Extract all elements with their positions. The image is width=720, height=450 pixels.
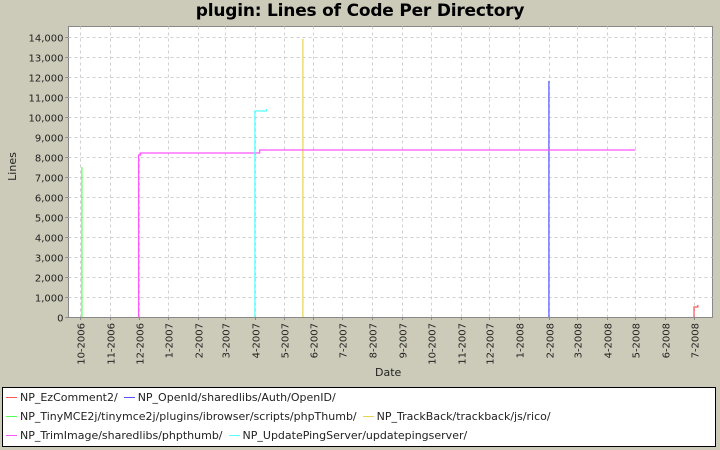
y-tick-label: 12,000 — [29, 74, 64, 85]
x-tick-label: 5-2007 — [281, 323, 292, 358]
legend-swatch-icon — [362, 416, 374, 417]
x-tick-label: 3-2007 — [222, 323, 233, 358]
x-tick-label: 11-2006 — [107, 323, 118, 365]
x-tick-label: 3-2008 — [574, 323, 585, 358]
legend-item: NP_TrackBack/trackback/js/rico/ — [362, 410, 551, 423]
y-tick-label: 13,000 — [29, 54, 64, 65]
y-tick-label: 3,000 — [35, 254, 64, 265]
legend-row: NP_TrimImage/sharedlibs/phpthumb/ NP_Upd… — [6, 429, 473, 442]
legend-item: NP_TinyMCE2j/tinymce2j/plugins/ibrowser/… — [6, 410, 357, 423]
legend-item: NP_EzComment2/ — [6, 391, 118, 404]
legend-item: NP_OpenId/sharedlibs/Auth/OpenID/ — [123, 391, 336, 404]
x-tick-label: 12-2007 — [486, 323, 497, 365]
x-tick-label: 5-2008 — [632, 323, 643, 358]
x-axis-label: Date — [375, 366, 402, 379]
y-tick-label: 11,000 — [29, 94, 64, 105]
x-tick-label: 1-2008 — [516, 323, 527, 358]
x-tick-label: 7-2007 — [339, 323, 350, 358]
x-tick-label: 6-2007 — [310, 323, 321, 358]
chart-title: plugin: Lines of Code Per Directory — [195, 1, 525, 21]
series-line — [254, 109, 267, 317]
y-tick-label: 9,000 — [35, 134, 64, 145]
legend: NP_EzComment2/ NP_OpenId/sharedlibs/Auth… — [2, 387, 716, 447]
legend-item: NP_UpdatePingServer/updatepingserver/ — [228, 429, 467, 442]
x-tick-label: 10-2007 — [428, 323, 439, 365]
y-tick-label: 8,000 — [35, 154, 64, 165]
legend-swatch-icon — [6, 416, 17, 417]
legend-swatch-icon — [6, 397, 17, 398]
legend-swatch-icon — [228, 435, 240, 436]
y-tick-label: 14,000 — [29, 34, 64, 45]
x-tick-label: 2-2008 — [546, 323, 557, 358]
series-line — [138, 149, 636, 317]
series-line — [693, 305, 699, 317]
legend-row: NP_EzComment2/ NP_OpenId/sharedlibs/Auth… — [6, 391, 342, 404]
x-tick-label: 12-2006 — [136, 323, 147, 365]
x-tick-label: 2-2007 — [195, 323, 206, 358]
y-tick-label: 4,000 — [35, 234, 64, 245]
x-tick-label: 7-2008 — [691, 323, 702, 358]
y-tick-label: 1,000 — [35, 294, 64, 305]
y-tick-label: 6,000 — [35, 194, 64, 205]
x-tick-label: 4-2007 — [252, 323, 263, 358]
y-tick-label: 2,000 — [35, 274, 64, 285]
legend-swatch-icon — [6, 435, 17, 436]
y-tick-label: 5,000 — [35, 214, 64, 225]
x-tick-label: 1-2007 — [165, 323, 176, 358]
x-tick-label: 6-2008 — [662, 323, 673, 358]
legend-row: NP_TinyMCE2j/tinymce2j/plugins/ibrowser/… — [6, 410, 557, 423]
legend-item: NP_TrimImage/sharedlibs/phpthumb/ — [6, 429, 223, 442]
y-tick-label: 7,000 — [35, 174, 64, 185]
x-tick-label: 4-2008 — [604, 323, 615, 358]
x-tick-label: 9-2007 — [399, 323, 410, 358]
x-tick-label: 8-2007 — [369, 323, 380, 358]
legend-swatch-icon — [123, 397, 135, 398]
x-tick-label: 11-2007 — [458, 323, 469, 365]
plot: 0 1,000 2,000 3,000 4,000 5,000 6,000 7,000 8,00… — [29, 26, 713, 365]
y-tick-label: 0 — [57, 314, 63, 325]
plot-area — [68, 26, 713, 318]
y-tick-label: 10,000 — [29, 114, 64, 125]
x-tick-label: 10-2006 — [77, 323, 88, 365]
